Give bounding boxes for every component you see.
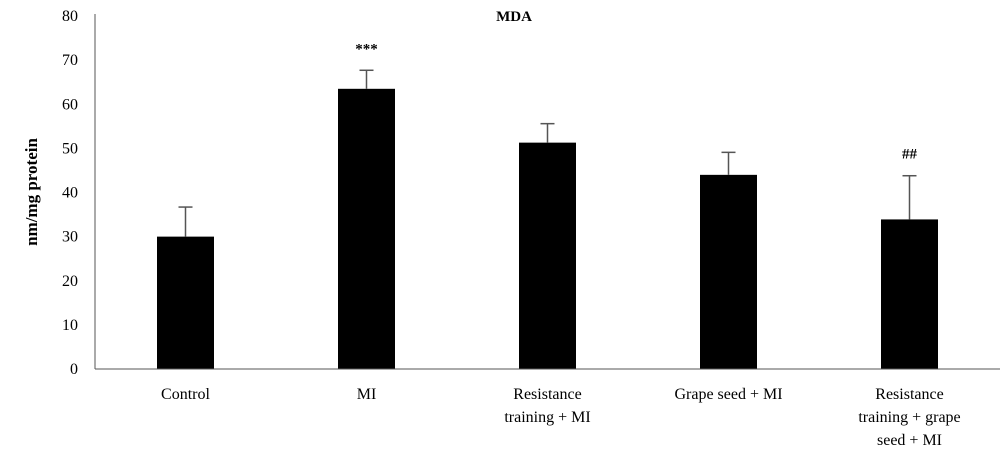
x-category-label: Resistance (875, 386, 943, 403)
y-tick-label: 40 (62, 185, 78, 202)
x-category-label: training + MI (504, 409, 590, 426)
y-tick-label: 80 (62, 8, 78, 25)
y-axis: 0 10 20 30 40 50 60 70 80 (62, 8, 96, 378)
y-tick-label: 0 (70, 361, 78, 378)
bar (157, 236, 214, 369)
bar (519, 142, 576, 369)
chart-title: MDA (496, 9, 532, 25)
y-tick-label: 10 (62, 317, 78, 334)
y-tick-label: 60 (62, 96, 78, 113)
x-category-label: Resistance (513, 386, 581, 403)
bar (881, 219, 938, 369)
bar (338, 88, 395, 370)
bar (700, 174, 757, 369)
y-tick-label: 20 (62, 273, 78, 290)
bars-group: *** ## (157, 41, 938, 370)
significance-annotation: *** (355, 41, 378, 57)
y-axis-title: nm/mg protein (22, 138, 41, 246)
x-category-label: training + grape (858, 409, 960, 426)
y-tick-label: 30 (62, 229, 78, 246)
x-category-label: seed + MI (877, 432, 942, 449)
y-tick-label: 50 (62, 140, 78, 157)
x-category-label: Control (161, 386, 210, 403)
x-axis: Control MI Resistance training + MI Grape se… (95, 368, 1000, 449)
x-category-label: MI (357, 386, 377, 403)
significance-annotation: ## (902, 147, 918, 163)
x-category-label: Grape seed + MI (674, 386, 782, 403)
y-tick-label: 70 (62, 52, 78, 69)
